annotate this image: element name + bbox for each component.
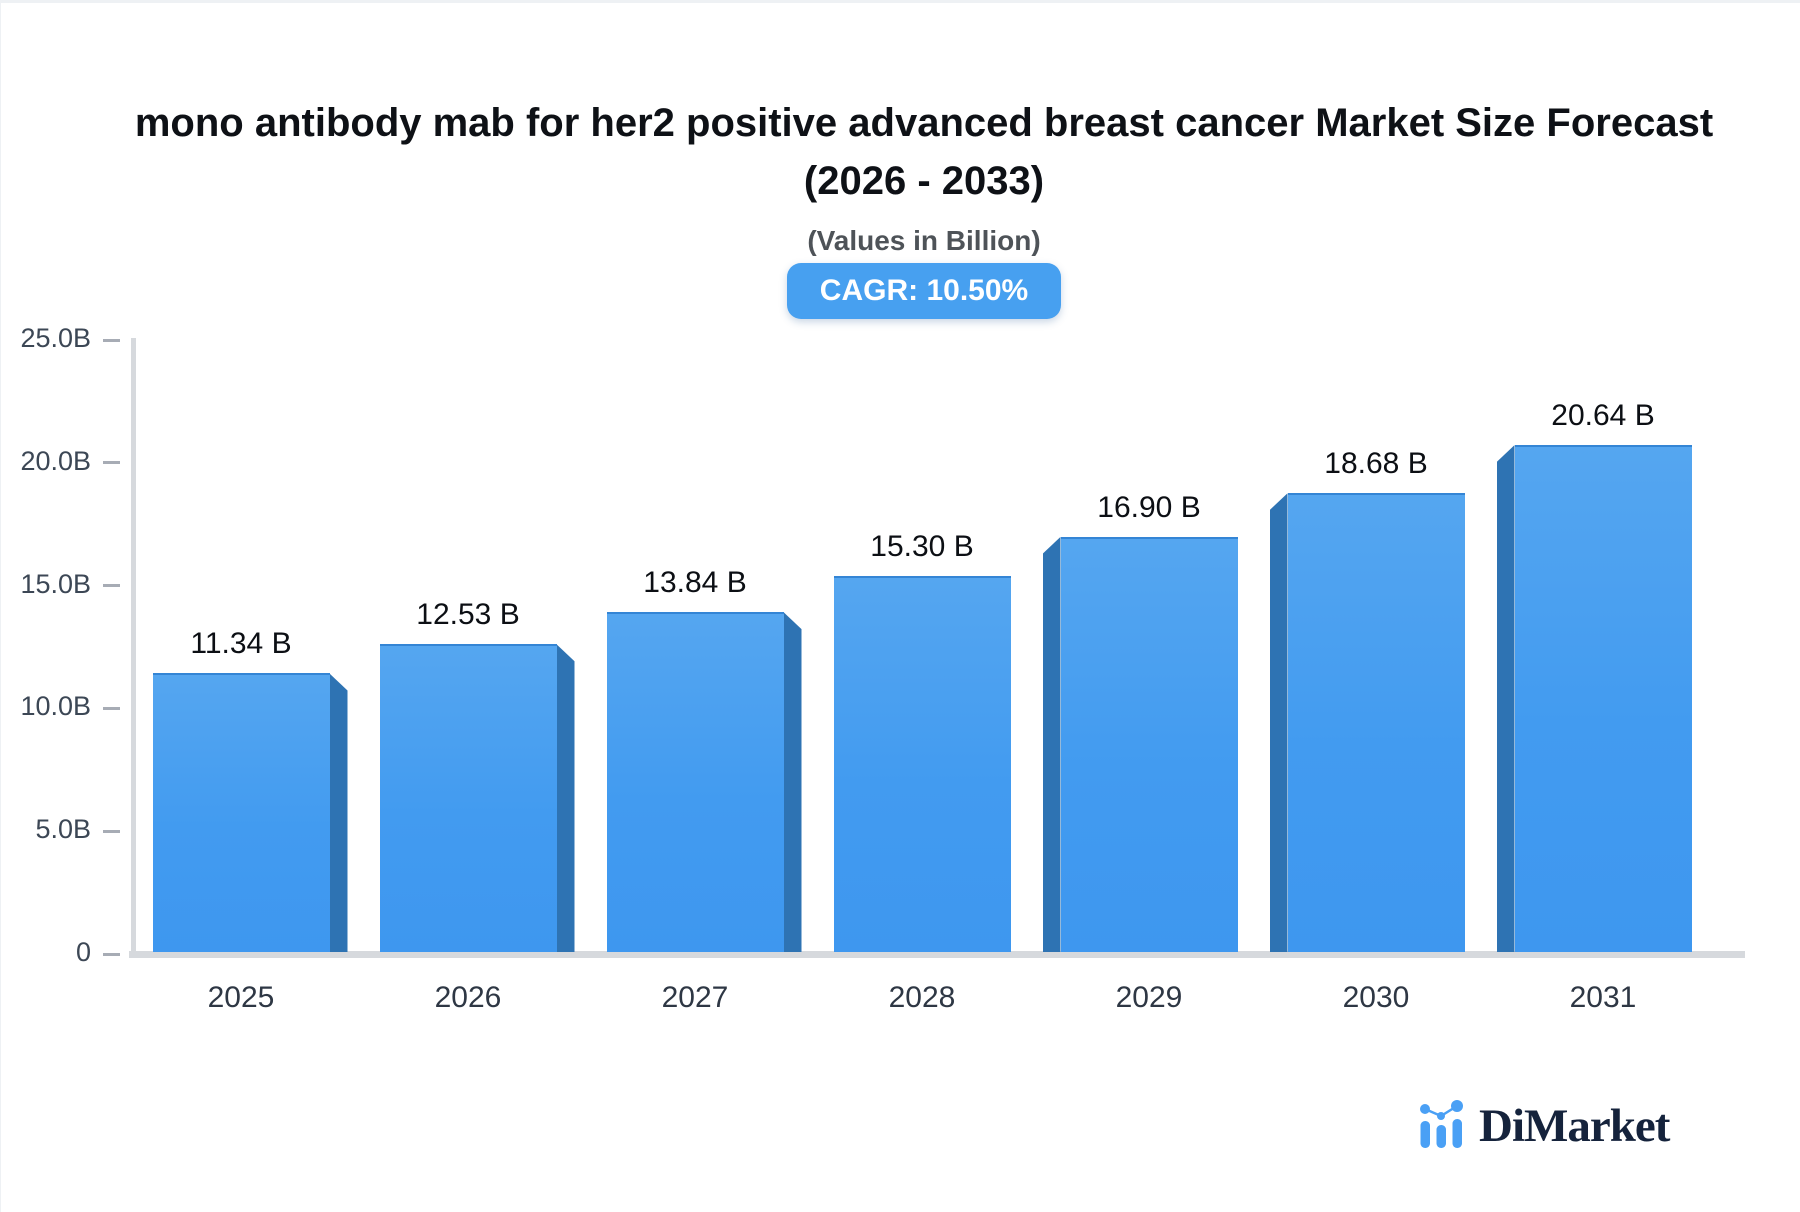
y-tick-dash [103, 461, 120, 465]
y-tick-label: 10.0B [20, 691, 91, 722]
x-axis-label: 2031 [1569, 981, 1637, 1014]
y-tick-label: 0 [75, 937, 91, 967]
y-tick-dash [103, 706, 120, 710]
y-tick-label: 15.0B [20, 568, 91, 599]
bar-value-label: 12.53 B [416, 598, 520, 632]
y-tick-label: 25.0B [20, 323, 91, 353]
x-axis-label: 2028 [888, 981, 956, 1014]
bar-side [1496, 445, 1515, 952]
bar-side [783, 612, 802, 952]
bar-face [1287, 493, 1465, 952]
bar-side [1269, 493, 1288, 952]
y-axis-line [131, 338, 136, 955]
bar-face [379, 644, 557, 952]
chart-title-line1: mono antibody mab for her2 positive adva… [134, 101, 1714, 145]
logo-wordmark: DiMarket [1479, 1100, 1670, 1152]
bar-chart-logo-icon [1419, 1099, 1467, 1154]
y-tick-dash [103, 952, 120, 956]
bar-value-label: 15.30 B [870, 530, 974, 564]
chart-header: mono antibody mab for her2 positive adva… [47, 99, 1800, 319]
bar-side [329, 673, 348, 952]
bar-face [152, 673, 330, 952]
cagr-badge: CAGR: 10.50% [786, 263, 1062, 319]
bar-value-label: 13.84 B [643, 566, 747, 600]
y-tick-dash [103, 829, 120, 833]
y-tick-label: 5.0B [35, 814, 91, 845]
bar-value-label: 20.64 B [1551, 399, 1655, 433]
y-tick-dash [103, 338, 120, 342]
bar-face [606, 612, 784, 952]
y-tick-label: 20.0B [20, 445, 91, 476]
x-axis-baseline [129, 951, 1745, 958]
bar-chart: 0 5.0B 10.0B 15.0B 20.0B 25.0B 11.34 B 2025 12.5… [1, 3, 1800, 1212]
bar-face [1514, 445, 1692, 952]
x-axis-label: 2026 [434, 981, 502, 1014]
bar-side [1042, 536, 1061, 952]
bar-value-label: 11.34 B [190, 627, 292, 661]
dimarket-logo: DiMarket [1419, 1099, 1670, 1154]
x-axis-label: 2029 [1115, 981, 1183, 1014]
bar-face [1060, 536, 1238, 952]
bar-side [556, 644, 575, 952]
y-tick-dash [103, 584, 120, 588]
x-axis-label: 2030 [1342, 981, 1410, 1014]
bar-face [833, 576, 1011, 952]
x-axis-label: 2025 [207, 981, 275, 1014]
bar-value-label: 18.68 B [1324, 447, 1428, 481]
bar-value-label: 16.90 B [1097, 490, 1201, 524]
chart-title-line2: (2026 - 2033) [803, 159, 1045, 203]
chart-subtitle: (Values in Billion) [807, 225, 1041, 256]
x-axis-label: 2027 [661, 981, 729, 1014]
